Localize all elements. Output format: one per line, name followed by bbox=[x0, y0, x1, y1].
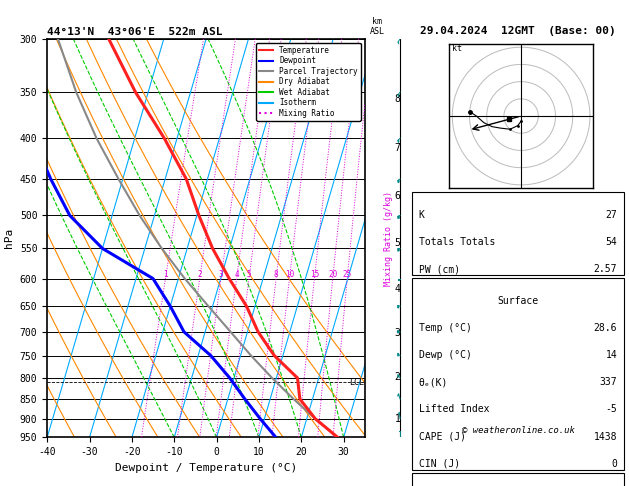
Text: LCL: LCL bbox=[349, 378, 364, 387]
Text: © weatheronline.co.uk: © weatheronline.co.uk bbox=[462, 426, 574, 435]
Text: Lifted Index: Lifted Index bbox=[419, 404, 489, 415]
Text: 337: 337 bbox=[599, 377, 617, 387]
Y-axis label: hPa: hPa bbox=[4, 228, 14, 248]
Text: 14: 14 bbox=[606, 350, 617, 360]
Text: 2.57: 2.57 bbox=[594, 264, 617, 274]
Text: -5: -5 bbox=[606, 404, 617, 415]
Text: PW (cm): PW (cm) bbox=[419, 264, 460, 274]
Text: 15: 15 bbox=[310, 270, 319, 278]
Text: K: K bbox=[419, 210, 425, 220]
Text: 0: 0 bbox=[611, 459, 617, 469]
Text: Totals Totals: Totals Totals bbox=[419, 237, 495, 247]
Text: 54: 54 bbox=[606, 237, 617, 247]
Text: 2: 2 bbox=[198, 270, 202, 278]
Text: 25: 25 bbox=[343, 270, 352, 278]
Bar bbox=[412, 192, 624, 275]
Text: kt: kt bbox=[452, 44, 462, 52]
Text: 1: 1 bbox=[163, 270, 168, 278]
Text: Surface: Surface bbox=[498, 296, 538, 306]
Text: θₑ(K): θₑ(K) bbox=[419, 377, 448, 387]
Text: 20: 20 bbox=[328, 270, 337, 278]
Text: 1438: 1438 bbox=[594, 432, 617, 441]
Text: 8: 8 bbox=[274, 270, 279, 278]
X-axis label: Dewpoint / Temperature (°C): Dewpoint / Temperature (°C) bbox=[115, 463, 297, 473]
Text: km
ASL: km ASL bbox=[370, 17, 385, 36]
Text: 3: 3 bbox=[219, 270, 223, 278]
Text: Temp (°C): Temp (°C) bbox=[419, 323, 472, 333]
Bar bbox=[412, 473, 624, 486]
Bar bbox=[412, 278, 624, 469]
Text: 44°13'N  43°06'E  522m ASL: 44°13'N 43°06'E 522m ASL bbox=[47, 27, 223, 37]
Legend: Temperature, Dewpoint, Parcel Trajectory, Dry Adiabat, Wet Adiabat, Isotherm, Mi: Temperature, Dewpoint, Parcel Trajectory… bbox=[257, 43, 361, 121]
Text: 29.04.2024  12GMT  (Base: 00): 29.04.2024 12GMT (Base: 00) bbox=[420, 26, 616, 36]
Text: 28.6: 28.6 bbox=[594, 323, 617, 333]
Text: 5: 5 bbox=[247, 270, 252, 278]
Text: CIN (J): CIN (J) bbox=[419, 459, 460, 469]
Text: CAPE (J): CAPE (J) bbox=[419, 432, 465, 441]
Text: 27: 27 bbox=[606, 210, 617, 220]
Text: 4: 4 bbox=[234, 270, 239, 278]
Text: 10: 10 bbox=[285, 270, 294, 278]
Text: Mixing Ratio (g/kg): Mixing Ratio (g/kg) bbox=[384, 191, 392, 286]
Text: Dewp (°C): Dewp (°C) bbox=[419, 350, 472, 360]
